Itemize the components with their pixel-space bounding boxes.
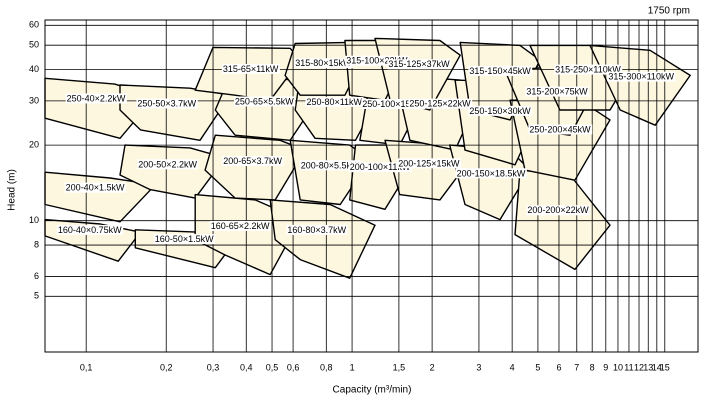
x-tick-label: 1 xyxy=(350,362,355,372)
region-label: 250-150×30kW xyxy=(469,106,531,116)
label-background xyxy=(397,158,462,169)
region-label: 315-250×110kW xyxy=(555,65,621,75)
label-background xyxy=(348,162,412,173)
label-background xyxy=(525,86,590,97)
y-tick-label: 8 xyxy=(34,239,39,249)
x-tick-label: 6 xyxy=(556,362,561,372)
x-tick-label: 4 xyxy=(510,362,515,372)
x-tick-label: 0,8 xyxy=(320,362,333,372)
label-background xyxy=(408,98,473,109)
label-background xyxy=(528,124,593,135)
region-label: 200-80×5.5kW xyxy=(301,160,360,170)
y-tick-label: 10 xyxy=(29,215,39,225)
region-label: 250-65×5.5kW xyxy=(235,96,294,106)
plot-frame xyxy=(44,19,699,353)
label-background xyxy=(137,159,199,170)
region-label: 315-80×15kW xyxy=(295,58,352,68)
x-tick-label: 5 xyxy=(535,362,540,372)
label-background xyxy=(607,71,676,82)
x-tick-label: 9 xyxy=(603,362,608,372)
y-tick-label: 5 xyxy=(34,291,39,301)
label-background xyxy=(136,98,198,109)
x-tick-label: 0,2 xyxy=(160,362,173,372)
y-tick-label: 6 xyxy=(34,271,39,281)
label-background xyxy=(468,105,533,116)
x-tick-label: 0,1 xyxy=(80,362,93,372)
region-label: 315-125×37kW xyxy=(388,59,450,69)
region-label: 200-150×18.5kW xyxy=(457,168,526,178)
label-background xyxy=(221,63,280,74)
pump-region xyxy=(269,199,376,279)
label-background xyxy=(387,59,452,70)
pump-region xyxy=(514,169,611,271)
label-background xyxy=(233,96,296,107)
x-tick-label: 14 xyxy=(652,362,662,372)
x-tick-label: 3 xyxy=(476,362,481,372)
label-background xyxy=(209,220,272,231)
region-label: 315-150×45kW xyxy=(469,66,531,76)
region-label: 160-80×3.7kW xyxy=(287,225,346,235)
region-label: 160-50×1.5kW xyxy=(155,234,214,244)
region-label: 250-80×11kW xyxy=(306,97,362,107)
x-tick-label: 0,6 xyxy=(287,362,300,372)
x-tick-label: 11 xyxy=(624,362,633,372)
x-tick-label: 0,4 xyxy=(240,362,253,372)
x-tick-label: 7 xyxy=(574,362,579,372)
region-label: 200-50×2.2kW xyxy=(138,159,197,169)
label-background xyxy=(56,224,124,235)
x-tick-label: 10 xyxy=(613,362,623,372)
y-tick-label: 30 xyxy=(29,95,39,105)
y-axis-title: Head (m) xyxy=(7,169,18,211)
label-background xyxy=(455,168,527,179)
x-tick-label: 0,5 xyxy=(266,362,279,372)
region-label: 200-200×22kW xyxy=(527,205,589,215)
region-label: 250-40×2.2kW xyxy=(67,93,126,103)
label-background xyxy=(153,234,216,245)
region-label: 315-65×11kW xyxy=(223,64,279,74)
label-background xyxy=(526,205,591,216)
y-tick-label: 50 xyxy=(29,40,39,50)
label-background xyxy=(361,98,426,109)
region-label: 160-65×2.2kW xyxy=(211,221,270,231)
label-background xyxy=(468,65,533,76)
x-tick-label: 0,3 xyxy=(207,362,220,372)
label-background xyxy=(286,224,348,235)
region-label: 315-300×110kW xyxy=(608,72,674,82)
label-background xyxy=(294,58,354,69)
x-axis-title: Capacity (m³/min) xyxy=(333,385,412,396)
x-tick-label: 12 xyxy=(634,362,644,372)
label-background xyxy=(345,55,410,66)
x-tick-label: 13 xyxy=(643,362,653,372)
region-label: 200-40×1.5kW xyxy=(66,183,125,193)
pump-region xyxy=(119,84,231,142)
region-label: 250-200×45kW xyxy=(529,124,591,134)
x-tick-label: 1,5 xyxy=(393,362,406,372)
y-tick-label: 40 xyxy=(29,64,39,74)
region-label: 250-125×22kW xyxy=(409,99,471,109)
y-tick-label: 20 xyxy=(29,139,39,149)
region-label: 315-100×22kW xyxy=(346,56,408,66)
region-label: 250-100×15kW xyxy=(362,99,424,109)
label-background xyxy=(299,160,361,171)
label-background xyxy=(305,96,364,107)
x-tick-label: 15 xyxy=(660,362,670,372)
region-label: 250-50×3.7kW xyxy=(137,98,196,108)
label-background xyxy=(554,64,623,75)
label-background xyxy=(65,93,127,104)
region-label: 160-40×0.75kW xyxy=(58,225,122,235)
region-label: 315-200×75kW xyxy=(526,87,588,97)
label-background xyxy=(222,156,284,167)
y-tick-label: 60 xyxy=(29,20,39,30)
rpm-annotation: 1750 rpm xyxy=(648,6,690,17)
x-tick-label: 8 xyxy=(590,362,595,372)
region-label: 200-125×15kW xyxy=(398,158,460,168)
label-background xyxy=(64,182,126,193)
region-labels: 160-40×0.75kW 200-40×1.5kW 250-40×2.2kW 160… xyxy=(56,55,676,245)
x-tick-label: 2 xyxy=(430,362,435,372)
region-label: 200-100×11kW xyxy=(350,162,411,172)
region-label: 200-65×3.7kW xyxy=(223,156,282,166)
